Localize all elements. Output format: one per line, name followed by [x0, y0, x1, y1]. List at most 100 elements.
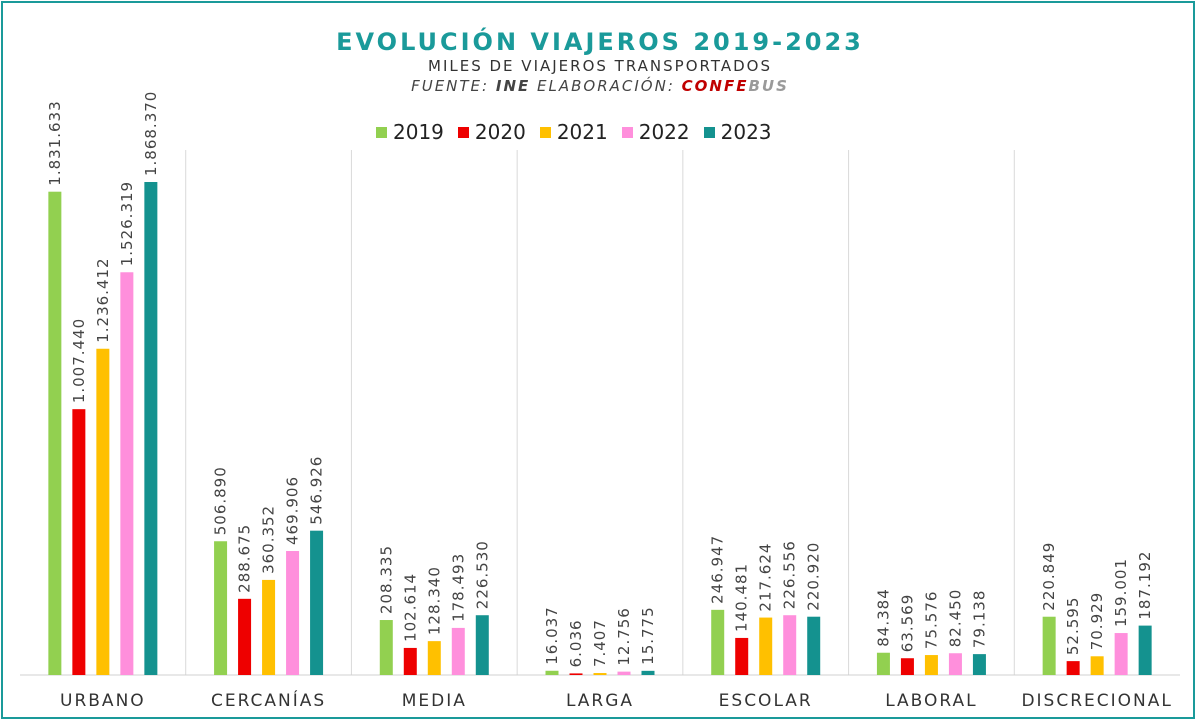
bar-2023-cercanías	[310, 530, 324, 675]
data-label-2021-media: 128.340	[425, 566, 443, 635]
category-label-larga: LARGA	[566, 691, 634, 711]
data-label-2021-escolar: 217.624	[757, 543, 775, 612]
data-label-2021-laboral: 75.576	[922, 591, 940, 650]
bar-2019-larga	[545, 670, 559, 675]
chart-title: EVOLUCIÓN VIAJEROS 2019-2023	[336, 28, 864, 56]
bar-2021-larga	[593, 673, 607, 675]
source-bus: BUS	[748, 77, 789, 95]
bar-2023-urbano	[144, 182, 158, 675]
chart-subtitle: MILES DE VIAJEROS TRANSPORTADOS	[428, 57, 772, 75]
data-label-2021-discrecional: 70.929	[1088, 592, 1106, 651]
chart-legend: 2019 2020 2021 2022 2023	[376, 119, 772, 145]
bar-2019-media	[379, 620, 393, 675]
data-label-2020-media: 102.614	[401, 573, 419, 642]
source-middle: ELABORACIÓN:	[530, 77, 682, 95]
legend-swatch-2021	[539, 126, 551, 138]
source-confe: CONFE	[681, 77, 749, 95]
legend-label-2020: 2020	[474, 120, 526, 144]
bar-2023-escolar	[807, 616, 821, 675]
data-label-2021-urbano: 1.236.412	[94, 257, 112, 342]
legend-swatch-2019	[376, 126, 387, 138]
data-label-2020-larga: 6.036	[567, 619, 585, 667]
data-label-2019-escolar: 246.947	[709, 535, 727, 604]
data-label-2019-urbano: 1.831.633	[46, 100, 64, 185]
data-label-2022-media: 178.493	[449, 553, 467, 622]
data-label-2023-laboral: 79.138	[970, 590, 988, 649]
bar-2021-laboral	[924, 655, 938, 675]
data-label-2023-escolar: 220.920	[805, 542, 823, 611]
data-label-2020-discrecional: 52.595	[1064, 597, 1082, 656]
data-label-2020-laboral: 63.569	[898, 594, 916, 653]
source-prefix: FUENTE:	[411, 77, 496, 95]
bar-2020-discrecional	[1066, 661, 1080, 675]
bar-2022-laboral	[948, 653, 962, 675]
legend-item-2020: 2020	[457, 120, 526, 144]
bar-2023-media	[475, 615, 489, 675]
bar-2019-laboral	[876, 652, 890, 675]
data-label-2021-larga: 7.407	[591, 619, 609, 667]
data-label-2022-discrecional: 159.001	[1112, 558, 1130, 627]
data-label-2023-discrecional: 187.192	[1136, 551, 1154, 620]
data-label-2019-laboral: 84.384	[874, 588, 892, 647]
bar-2022-media	[451, 627, 465, 675]
legend-item-2023: 2023	[703, 120, 772, 144]
bar-2019-urbano	[48, 191, 62, 675]
bar-2019-cercanías	[214, 541, 228, 675]
bar-2023-larga	[641, 670, 655, 675]
legend-swatch-2022	[621, 126, 633, 138]
data-label-2023-cercanías: 546.926	[308, 456, 326, 525]
bar-2019-escolar	[711, 609, 725, 675]
bar-2021-media	[427, 641, 441, 675]
category-label-urbano: URBANO	[60, 691, 146, 711]
bar-2020-escolar	[735, 637, 749, 675]
bar-2019-discrecional	[1042, 616, 1056, 675]
data-label-2020-escolar: 140.481	[733, 563, 751, 632]
data-label-2022-escolar: 226.556	[781, 540, 799, 609]
data-label-2020-urbano: 1.007.440	[70, 318, 88, 403]
bar-2020-cercanías	[238, 598, 252, 675]
bar-2022-larga	[617, 671, 631, 675]
legend-swatch-2023	[703, 126, 715, 138]
category-label-discrecional: DISCRECIONAL	[1021, 691, 1172, 711]
data-label-2023-urbano: 1.868.370	[142, 91, 160, 176]
bar-2021-urbano	[96, 348, 110, 675]
category-label-escolar: ESCOLAR	[719, 691, 813, 711]
data-label-2019-media: 208.335	[377, 545, 395, 614]
data-label-2022-cercanías: 469.906	[284, 476, 302, 545]
category-label-media: MEDIA	[402, 691, 467, 711]
legend-swatch-2020	[457, 126, 469, 138]
data-label-2023-media: 226.530	[473, 540, 491, 609]
category-label-laboral: LABORAL	[885, 691, 977, 711]
data-label-2022-larga: 12.756	[615, 607, 633, 666]
legend-label-2021: 2021	[556, 120, 608, 144]
legend-label-2019: 2019	[393, 120, 444, 144]
legend-item-2022: 2022	[621, 120, 690, 144]
data-label-2019-discrecional: 220.849	[1040, 542, 1058, 611]
bar-2021-cercanías	[262, 579, 276, 675]
data-label-2023-larga: 15.775	[639, 606, 657, 665]
data-label-2021-cercanías: 360.352	[260, 505, 278, 574]
bar-2022-discrecional	[1114, 633, 1128, 675]
data-label-2019-cercanías: 506.890	[212, 466, 230, 535]
legend-item-2019: 2019	[376, 120, 444, 144]
bar-2023-discrecional	[1138, 625, 1152, 675]
bar-2020-larga	[569, 673, 583, 675]
source-ine: INE	[495, 77, 531, 95]
bar-2021-escolar	[759, 617, 773, 675]
bar-2021-discrecional	[1090, 656, 1104, 675]
legend-item-2021: 2021	[539, 120, 608, 144]
bar-2020-media	[403, 647, 417, 675]
bar-2020-laboral	[900, 658, 914, 675]
legend-label-2023: 2023	[720, 120, 772, 144]
bar-2022-urbano	[120, 272, 134, 675]
category-label-cercanías: CERCANÍAS	[211, 689, 326, 711]
chart-source: FUENTE: INE ELABORACIÓN: CONFEBUS	[0, 77, 1200, 95]
data-label-2022-urbano: 1.526.319	[118, 181, 136, 266]
data-label-2019-larga: 16.037	[543, 606, 561, 665]
legend-label-2022: 2022	[638, 120, 690, 144]
bar-2022-cercanías	[286, 551, 300, 675]
bar-2020-urbano	[72, 409, 86, 675]
bar-2023-laboral	[972, 654, 986, 675]
